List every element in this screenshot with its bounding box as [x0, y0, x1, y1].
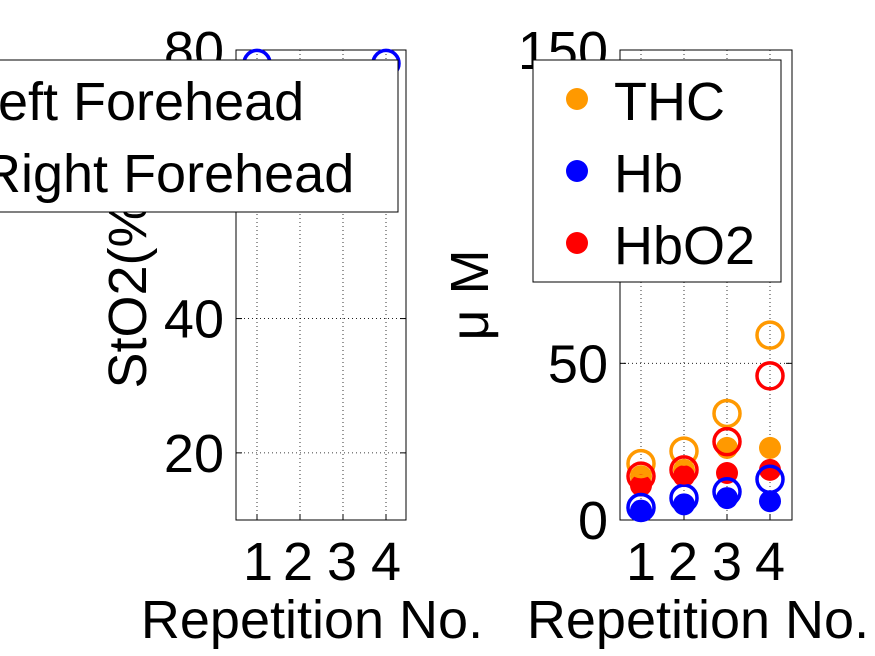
- left-x-tick-label: 2: [283, 532, 313, 592]
- right-point-hbo2-open: [669, 455, 699, 485]
- right-x-tick-label: 1: [626, 532, 656, 592]
- left-legend-box: [0, 59, 399, 213]
- right-point-hb-open: [626, 492, 656, 523]
- left-x-axis-label: Repetition No.: [141, 590, 483, 650]
- legend-entry-hbo2: HbO2: [614, 216, 755, 276]
- right-x-tick-label: 4: [755, 532, 785, 592]
- right-point-hbo2-filled: [630, 474, 652, 497]
- right-x-axis-label: Repetition No.: [527, 590, 869, 650]
- left-y-tick-label: 40: [164, 290, 224, 350]
- right-y-tick-label: 50: [548, 334, 608, 394]
- right-x-tick-label: 2: [668, 532, 698, 592]
- right-point-thc-open: [755, 320, 785, 350]
- right-point-hb-filled: [759, 490, 781, 513]
- left-y-tick-label: 20: [164, 424, 224, 484]
- right-y-axis-label: μ M: [440, 249, 500, 340]
- right-point-hbo2-open: [755, 361, 785, 391]
- right-point-hb-filled: [630, 499, 652, 522]
- right-point-thc-filled: [759, 436, 781, 459]
- right-y-tick-label: 0: [578, 491, 608, 551]
- left-x-tick-label: 1: [243, 532, 273, 592]
- legend-entry-thc: THC: [614, 72, 725, 132]
- right-point-hbo2-open: [712, 426, 742, 457]
- right-x-tick-label: 3: [712, 532, 742, 592]
- left-x-tick-label: 3: [327, 532, 357, 592]
- right-legend: THC Hb HbO2: [532, 59, 782, 283]
- right-point-thc-open: [712, 398, 742, 429]
- legend-entry-hb: Hb: [614, 144, 683, 204]
- legend-entry-left-forehead: eft Forehead: [0, 72, 304, 132]
- right-points: [626, 320, 785, 523]
- right-point-hb-open: [669, 483, 699, 513]
- legend-entry-right-forehead: Right Forehead: [0, 144, 354, 204]
- left-y-axis-label: StO2(%): [98, 181, 158, 388]
- legend-marker-hb: [566, 160, 588, 182]
- right-point-hbo2-open: [626, 461, 656, 491]
- right-point-thc-open: [626, 448, 656, 479]
- right-point-hb-open: [712, 477, 742, 507]
- left-grid: [236, 49, 406, 520]
- left-legend: eft Forehead Right Forehead: [0, 59, 399, 213]
- legend-marker-hbo2: [566, 232, 588, 254]
- right-point-hb-open: [755, 464, 785, 495]
- right-point-thc-open: [669, 436, 699, 466]
- right-point-hbo2-filled: [759, 458, 781, 481]
- left-x-tick-label: 4: [371, 532, 401, 592]
- legend-marker-thc: [566, 88, 588, 110]
